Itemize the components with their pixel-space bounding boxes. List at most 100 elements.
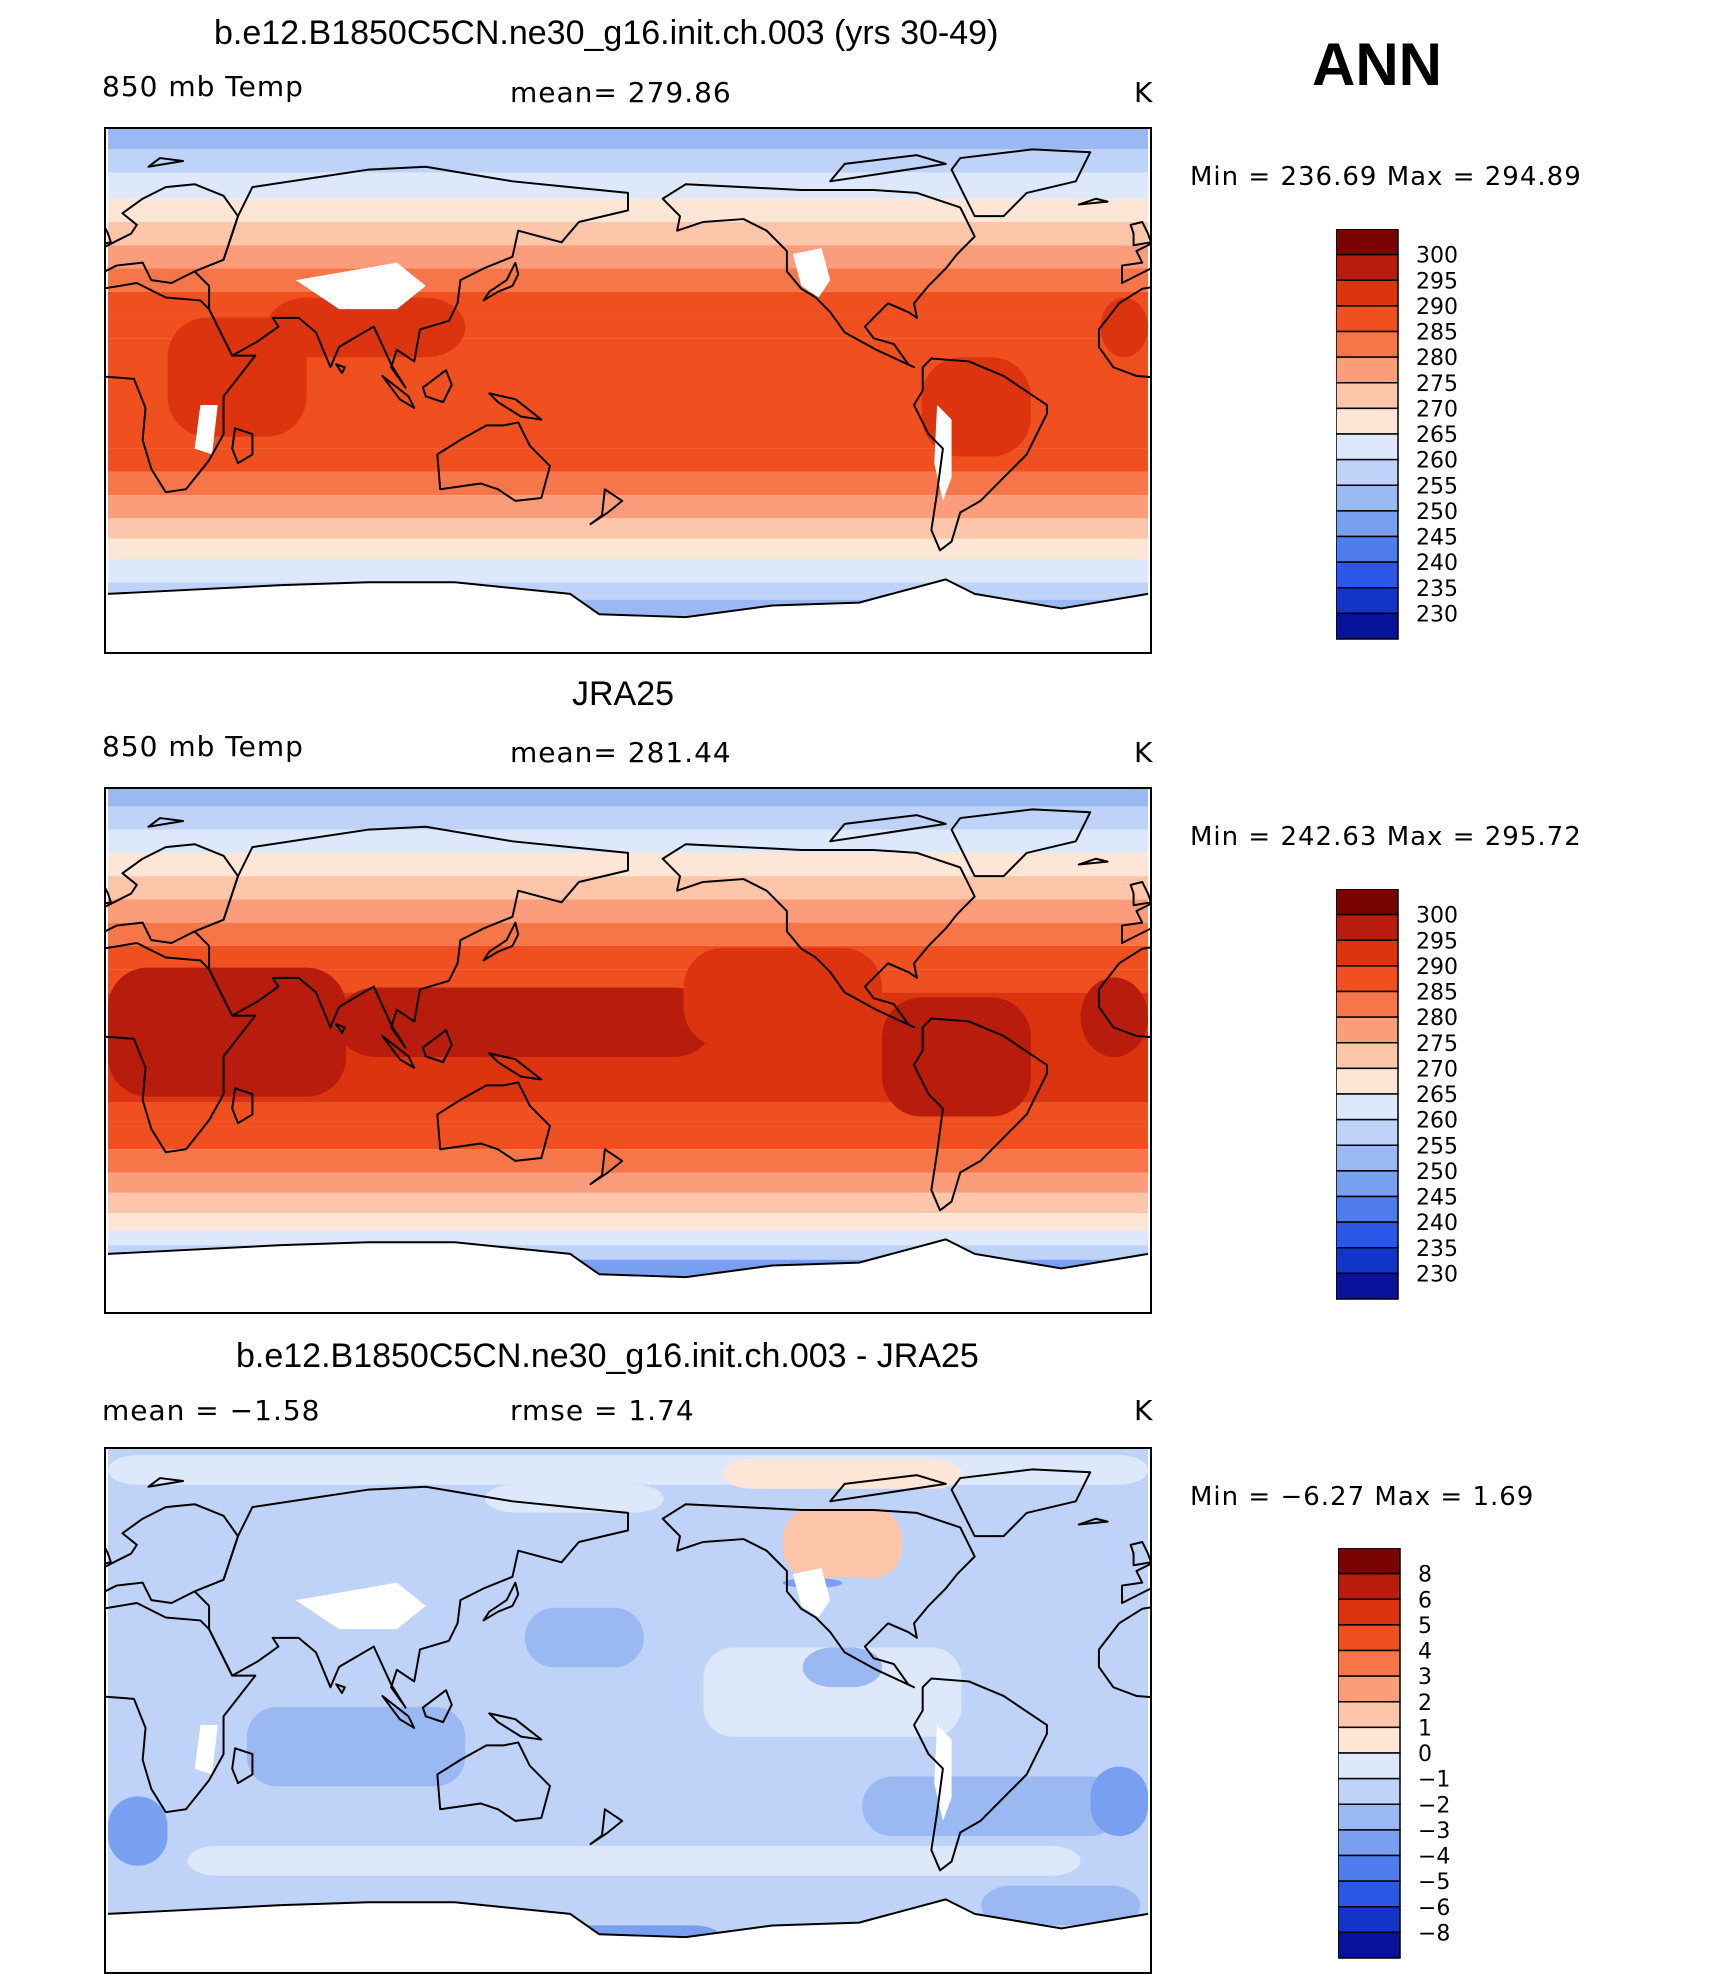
- colorbar-tick-label: 4: [1418, 1640, 1432, 1665]
- field-band: [107, 1230, 1149, 1246]
- colorbar-bin: [1336, 1221, 1399, 1249]
- colorbar-tick-label: −5: [1418, 1870, 1450, 1895]
- panel-3-title: b.e12.B1850C5CN.ne30_g16.init.ch.003 - J…: [236, 1337, 979, 1375]
- coastline-asia: [193, 1485, 629, 1709]
- field-band: [107, 1126, 1149, 1150]
- panel-1-map: [104, 127, 1152, 654]
- coastline-sumatra: [381, 1034, 416, 1069]
- colorbar-tick-label: 290: [1416, 955, 1458, 980]
- coastline-europe: [106, 1503, 239, 1604]
- coastline-svalbard: [147, 817, 185, 828]
- coastline-asia: [193, 165, 629, 389]
- coastline-japan: [482, 261, 520, 302]
- coastline-sumatra: [381, 374, 416, 409]
- coastline-australia: [436, 1081, 551, 1162]
- field-band: [107, 559, 1149, 583]
- field-patch: [782, 1508, 902, 1579]
- panel-2-colorbar: 3002952902852802752702652602552502452402…: [1336, 889, 1458, 1300]
- colorbar-tick-label: 285: [1416, 981, 1458, 1006]
- colorbar-bin: [1336, 1042, 1399, 1070]
- panel-1-minmax-label: Min = 236.69 Max = 294.89: [1190, 162, 1582, 192]
- colorbar-bin: [1336, 990, 1399, 1018]
- panel-2-title: JRA25: [572, 675, 675, 713]
- field-patch: [187, 1845, 1081, 1876]
- panel-1-title: b.e12.B1850C5CN.ne30_g16.init.ch.003 (yr…: [214, 14, 999, 52]
- field-patch: [802, 1647, 883, 1688]
- coastline-uk-wrap: [1129, 880, 1150, 907]
- coastline-antarctica: [107, 1238, 1149, 1279]
- field-patch: [107, 1796, 168, 1866]
- field-patch: [524, 1607, 644, 1668]
- field-band: [107, 1102, 1149, 1127]
- field-band: [107, 291, 1149, 315]
- colorbar-tick-label: 275: [1416, 1032, 1458, 1057]
- field-band: [107, 1149, 1149, 1173]
- colorbar-bin: [1336, 1144, 1399, 1172]
- field-band: [107, 899, 1149, 923]
- coastline-greenland: [950, 1468, 1092, 1538]
- field-band: [107, 1172, 1149, 1193]
- colorbar-tick-label: 250: [1416, 1160, 1458, 1185]
- coastlines: [106, 148, 1150, 619]
- colorbar-tick-label: 285: [1416, 321, 1458, 346]
- colorbar-tick-label: 230: [1416, 1262, 1458, 1287]
- colorbar-bin: [1336, 1272, 1399, 1300]
- coastline-samerica: [913, 1017, 1048, 1212]
- field-band: [107, 221, 1149, 246]
- colorbar-bin: [1336, 229, 1399, 256]
- field-band: [107, 806, 1149, 830]
- colorbar-bin: [1336, 965, 1399, 993]
- colorbar-bin: [1336, 1195, 1399, 1223]
- colorbar-bin: [1338, 1752, 1401, 1780]
- colorbar-bin: [1336, 1067, 1399, 1095]
- colorbar-bin: [1338, 1880, 1401, 1908]
- colorbar-bin: [1336, 253, 1399, 281]
- coastline-africa: [106, 942, 257, 1154]
- panel-1-units-label: K: [1134, 76, 1154, 109]
- colorbar-bin: [1338, 1624, 1401, 1652]
- field-patch: [107, 967, 347, 1097]
- colorbar-bin: [1336, 535, 1399, 563]
- colorbar-tick-label: −2: [1418, 1793, 1450, 1818]
- colorbar-tick-label: 270: [1416, 1057, 1458, 1082]
- field-band: [107, 1213, 1149, 1231]
- field-patch: [1080, 977, 1149, 1057]
- colorbar-bin: [1338, 1572, 1401, 1600]
- colorbar-bin: [1336, 1016, 1399, 1044]
- topography-mask: [295, 1582, 426, 1630]
- colorbar-bin: [1338, 1598, 1401, 1626]
- field-patch: [336, 987, 714, 1057]
- colorbar-tick-label: 245: [1416, 1186, 1458, 1211]
- field-band: [107, 129, 1149, 150]
- colorbar-tick-label: 265: [1416, 1083, 1458, 1108]
- field-band: [107, 789, 1149, 807]
- colorbar-bin: [1336, 587, 1399, 615]
- colorbar-bin: [1336, 561, 1399, 589]
- colorbar-bin: [1336, 913, 1399, 941]
- colorbar-tick-label: 295: [1416, 269, 1458, 294]
- panel-1-mean-label: mean= 279.86: [510, 76, 732, 109]
- field-patch: [981, 1885, 1141, 1926]
- field-patch: [485, 1484, 664, 1513]
- colorbar-bin: [1336, 1118, 1399, 1146]
- coastline-svalbard: [147, 157, 185, 168]
- coastline-greenland: [950, 148, 1092, 218]
- coastline-uk: [106, 1547, 112, 1565]
- coastline-europe-wrap: [1121, 903, 1150, 944]
- panel-3-map: [104, 1447, 1152, 1974]
- coastline-samerica: [913, 357, 1048, 552]
- colorbar-bin: [1338, 1829, 1401, 1857]
- colorbar-bin: [1336, 1170, 1399, 1198]
- coastline-newguinea: [488, 392, 543, 421]
- colorbar-bin: [1338, 1649, 1401, 1677]
- coastline-namerica: [661, 1503, 976, 1689]
- season-label: ANN: [1312, 31, 1442, 98]
- coastline-iceland-wrap: [1077, 857, 1109, 866]
- colorbar-tick-label: 255: [1416, 474, 1458, 499]
- field-band: [107, 245, 1149, 269]
- colorbar-tick-label: 240: [1416, 551, 1458, 576]
- field-patch: [107, 1454, 1149, 1485]
- colorbar-bin: [1338, 1726, 1401, 1754]
- topography-mask: [194, 405, 218, 455]
- field-band: [107, 876, 1149, 900]
